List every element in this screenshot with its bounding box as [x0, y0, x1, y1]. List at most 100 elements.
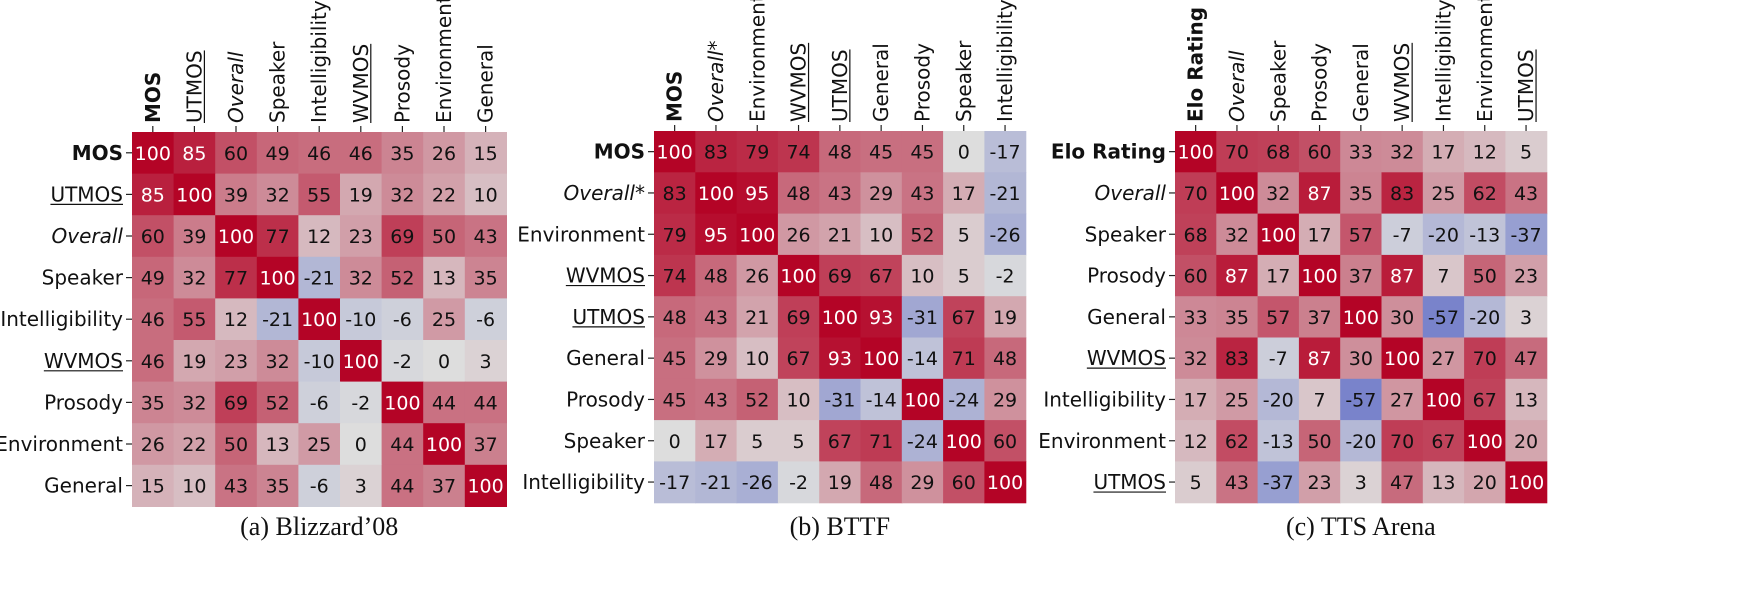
- cell-value-label: 100: [822, 307, 858, 329]
- heatmap-cell: [736, 420, 779, 462]
- heatmap-cell: [1505, 337, 1548, 380]
- heatmap-cell: [901, 254, 944, 297]
- heatmap-cell: [1340, 461, 1383, 504]
- heatmap-cell: [819, 461, 862, 504]
- cell-value-label: 37: [1307, 307, 1331, 329]
- heatmap-cell: [1505, 213, 1548, 256]
- heatmap-cell: [1175, 172, 1217, 215]
- cell-value-label: -10: [304, 351, 335, 373]
- heatmap-cell: [132, 215, 175, 258]
- heatmap-cell: [1298, 461, 1341, 504]
- cell-value-label: 23: [1514, 266, 1538, 288]
- col-label-overall: Overall: [1225, 50, 1249, 122]
- heatmap-cell: [777, 378, 820, 421]
- heatmap-cell: [943, 296, 985, 339]
- heatmap-cell: [340, 340, 383, 383]
- heatmap-cell: [423, 464, 466, 507]
- cell-value-label: 100: [1425, 389, 1461, 411]
- cell-value-label: -2: [393, 351, 412, 373]
- heatmap-cell: [298, 464, 341, 507]
- cell-value-label: 0: [669, 431, 681, 453]
- cell-value-label: -20: [1428, 224, 1459, 246]
- cell-value-label: 67: [1431, 431, 1455, 453]
- cell-value-label: 15: [474, 143, 498, 165]
- heatmap-cell: [819, 213, 862, 256]
- heatmap-cell: [1422, 461, 1465, 504]
- heatmap-cell: [340, 381, 383, 424]
- row-label-intelligibility: Intelligibility: [1043, 387, 1166, 411]
- row-label-general: General: [1087, 305, 1166, 329]
- heatmap-cell: [943, 337, 985, 380]
- cell-value-label: 20: [1473, 472, 1497, 494]
- heatmap-cell: [381, 340, 424, 383]
- cell-value-label: 48: [869, 472, 893, 494]
- row-label-intelligibility: Intelligibility: [0, 307, 123, 331]
- heatmap-cell: [860, 420, 903, 462]
- cell-value-label: 43: [704, 307, 728, 329]
- heatmap-cell: [654, 420, 696, 462]
- cell-value-label: 19: [828, 472, 852, 494]
- heatmap-cell: [1505, 131, 1548, 173]
- heatmap-cell: [1257, 131, 1300, 173]
- heatmap-cell: [215, 298, 258, 341]
- row-label-environment: Environment: [1038, 429, 1166, 453]
- heatmap-cell: [173, 340, 216, 383]
- cell-value-label: 35: [1349, 183, 1373, 205]
- heatmap-cell: [1298, 172, 1341, 215]
- cell-value-label: 22: [182, 434, 206, 456]
- cell-value-label: 100: [1467, 431, 1503, 453]
- heatmap-cell: [1381, 420, 1424, 462]
- cell-value-label: 71: [869, 431, 893, 453]
- heatmap-cell: [901, 378, 944, 421]
- cell-value-label: 0: [958, 142, 970, 164]
- cell-value-label: 46: [307, 143, 331, 165]
- cell-value-label: 35: [1225, 307, 1249, 329]
- cell-value-label: 5: [958, 224, 970, 246]
- heatmap-cell: [1464, 461, 1506, 504]
- cell-value-label: 70: [1390, 431, 1414, 453]
- cell-value-label: 13: [266, 434, 290, 456]
- row-label-mos: MOS: [594, 140, 645, 164]
- cell-value-label: 52: [910, 224, 934, 246]
- cell-value-label: 100: [904, 389, 940, 411]
- cell-value-label: -6: [393, 309, 412, 331]
- heatmap-cell: [423, 423, 466, 466]
- cell-value-label: 35: [390, 143, 414, 165]
- cell-value-label: 52: [745, 389, 769, 411]
- cell-value-label: 100: [1219, 183, 1255, 205]
- col-label-intelligibility: Intelligibility: [1431, 0, 1455, 122]
- heatmap-cell: [215, 173, 258, 216]
- cell-value-label: 47: [1390, 472, 1414, 494]
- heatmap-cell: [256, 173, 299, 216]
- heatmap-cell: [777, 296, 820, 339]
- col-label-intelligibility: Intelligibility: [993, 0, 1017, 122]
- heatmap-cell: [173, 464, 216, 507]
- heatmap-cell: [464, 298, 507, 341]
- cell-value-label: 15: [141, 476, 165, 498]
- cell-value-label: 74: [786, 142, 810, 164]
- heatmap-cell: [1175, 213, 1217, 256]
- heatmap-cell: [340, 298, 383, 341]
- cell-value-label: 70: [1225, 142, 1249, 164]
- panel-caption: (b) BTTF: [790, 512, 890, 541]
- heatmap-cell: [1216, 461, 1259, 504]
- cell-value-label: 17: [1184, 389, 1208, 411]
- heatmap-cell: [943, 254, 985, 297]
- row-label-wvmos: WVMOS: [566, 264, 645, 288]
- heatmap-cell: [1298, 296, 1341, 339]
- cell-value-label: 100: [739, 224, 775, 246]
- heatmap-cell: [381, 256, 424, 299]
- cell-value-label: 46: [349, 143, 373, 165]
- cell-value-label: 100: [987, 472, 1023, 494]
- heatmap-cell: [1340, 254, 1383, 297]
- cell-value-label: 52: [390, 268, 414, 290]
- cell-value-label: 30: [1390, 307, 1414, 329]
- heatmap-cell: [1340, 172, 1383, 215]
- heatmap-cell: [1340, 131, 1383, 173]
- heatmap-cell: [819, 337, 862, 380]
- heatmap-cell: [943, 213, 985, 256]
- heatmap-cell: [777, 213, 820, 256]
- cell-value-label: 60: [141, 226, 165, 248]
- heatmap-cell: [736, 172, 779, 215]
- heatmap-cell: [1257, 172, 1300, 215]
